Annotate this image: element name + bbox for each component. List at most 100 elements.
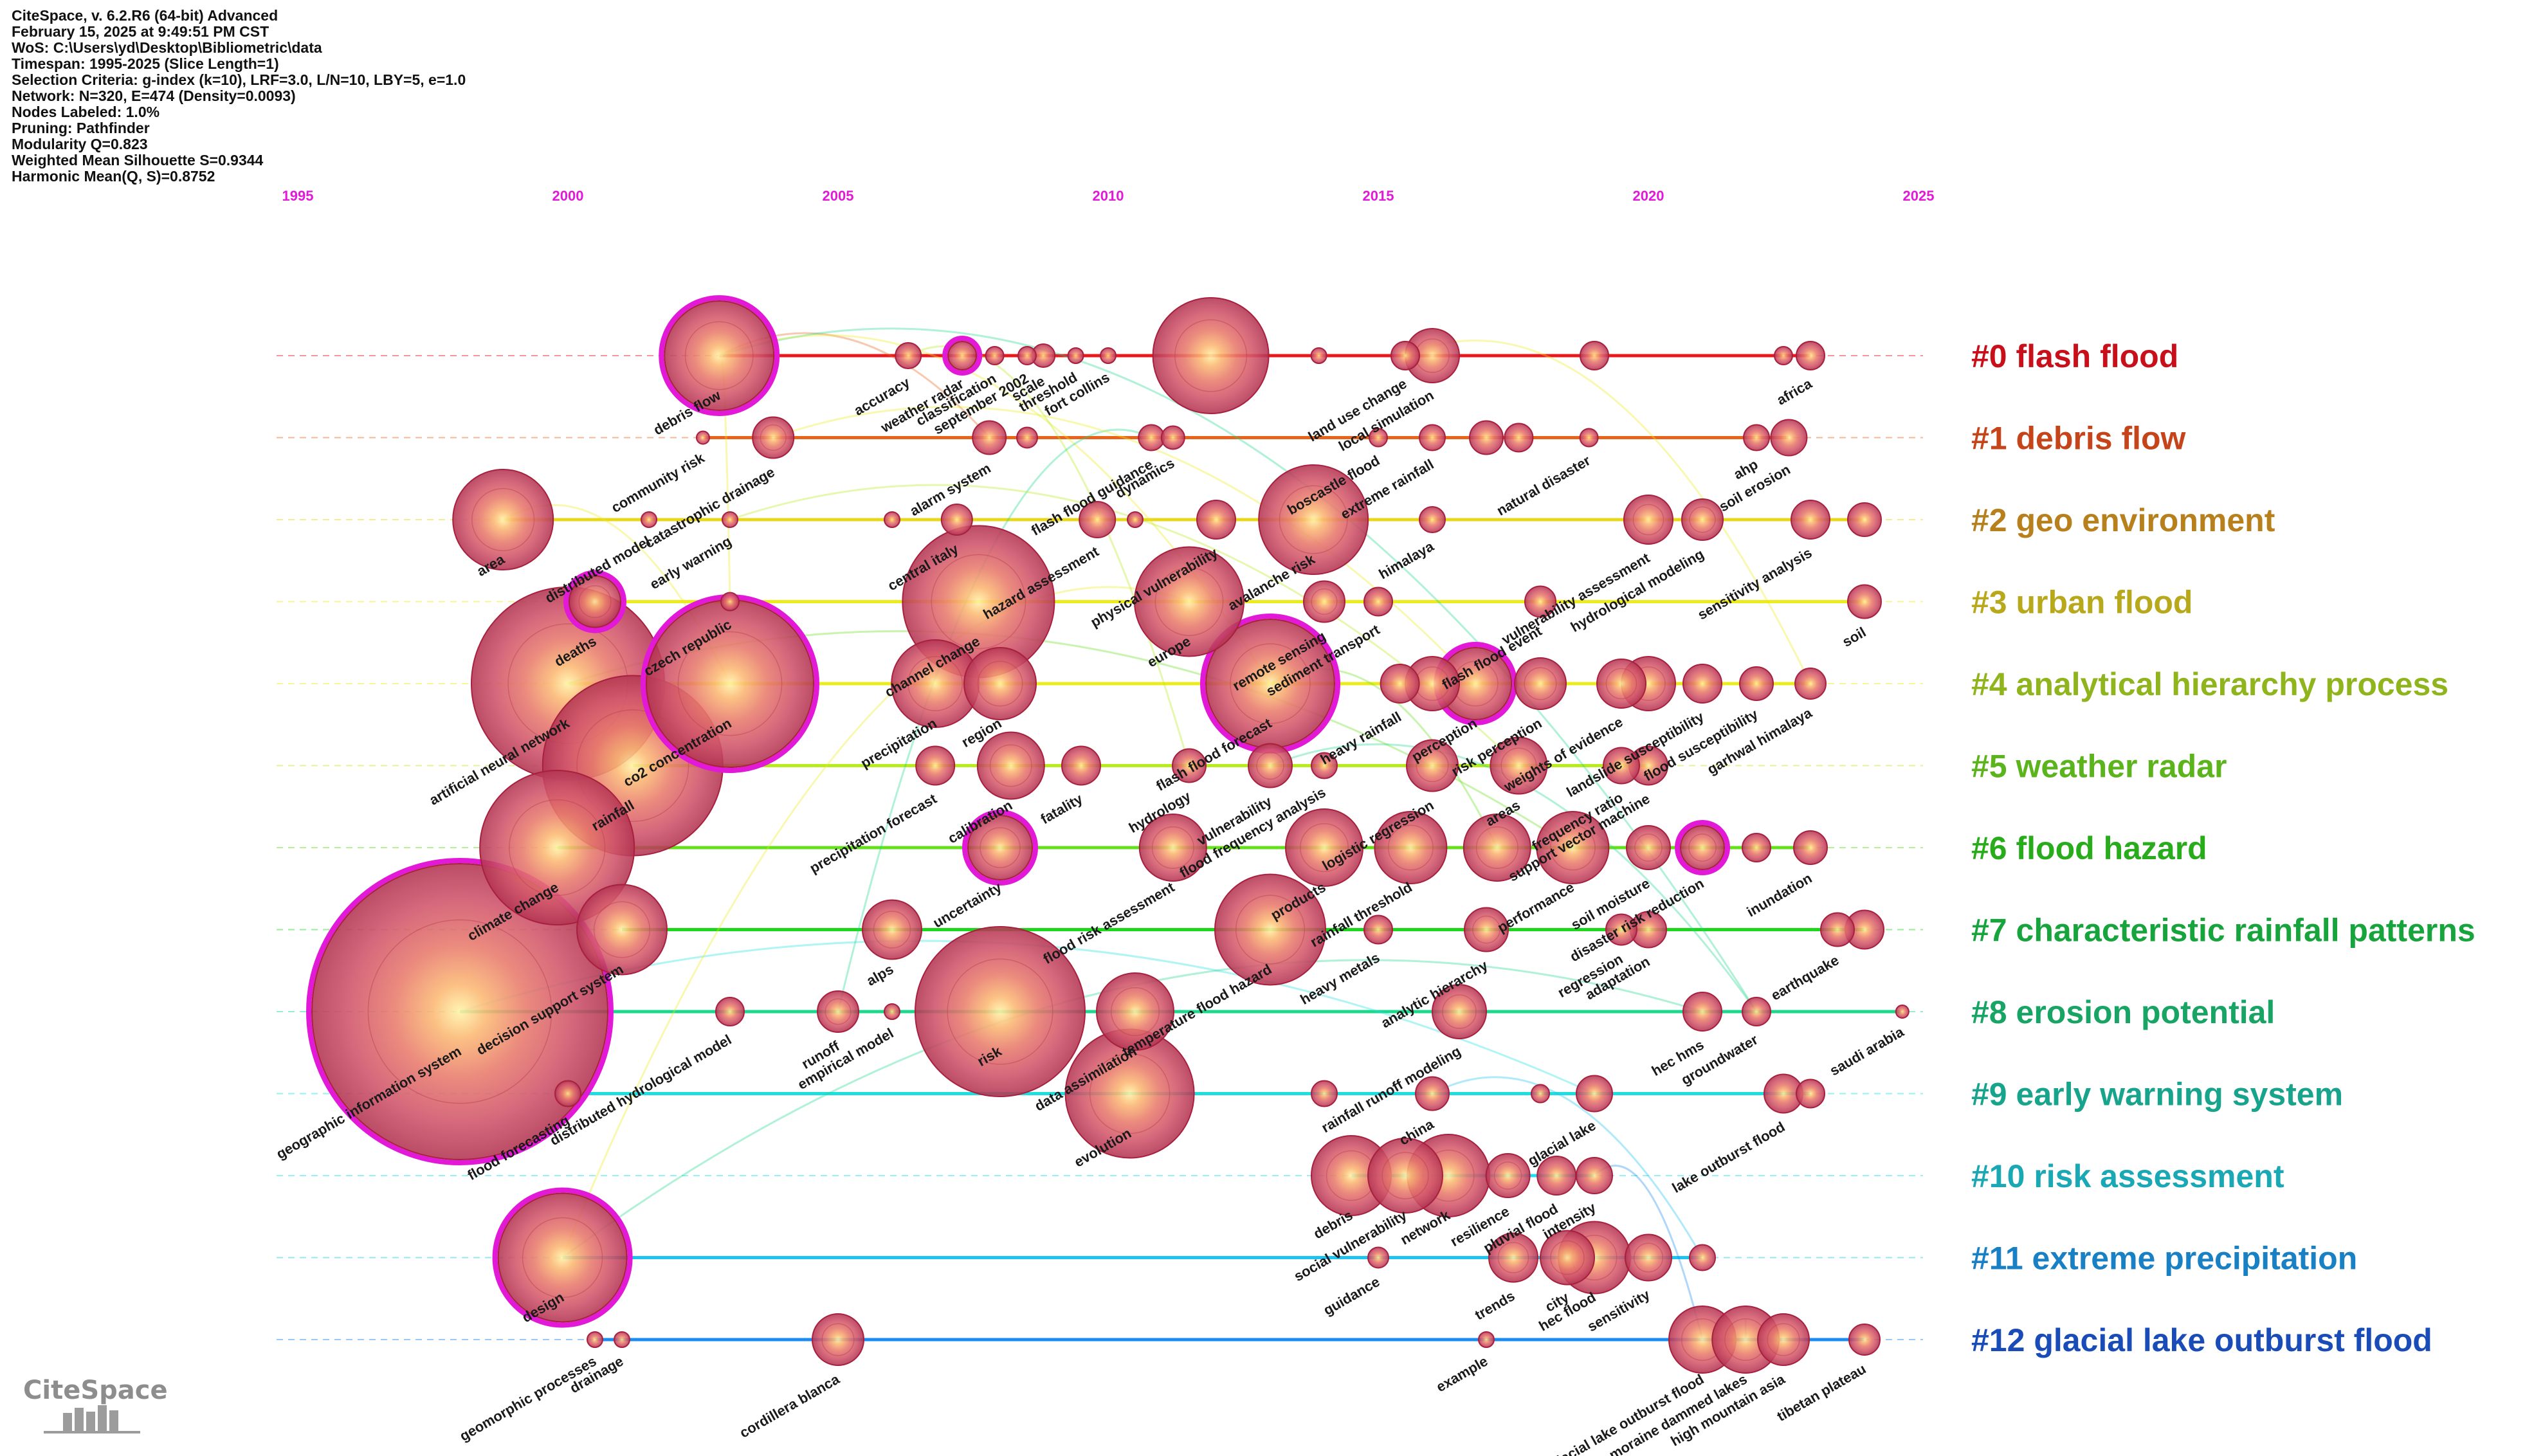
keyword-node[interactable] bbox=[972, 420, 1007, 455]
keyword-node[interactable] bbox=[1796, 1078, 1825, 1109]
keyword-node[interactable] bbox=[884, 1003, 900, 1020]
keyword-node[interactable] bbox=[587, 1331, 603, 1348]
cluster-label[interactable]: #0 flash flood bbox=[1971, 338, 2178, 374]
keyword-node[interactable] bbox=[1469, 420, 1504, 455]
keyword-node[interactable] bbox=[915, 745, 956, 786]
keyword-node[interactable] bbox=[1605, 913, 1637, 946]
keyword-node[interactable] bbox=[1248, 743, 1293, 788]
keyword-node[interactable] bbox=[1374, 811, 1448, 884]
keyword-node[interactable] bbox=[1796, 341, 1825, 370]
keyword-node[interactable] bbox=[1311, 1080, 1338, 1107]
keyword-node[interactable] bbox=[915, 926, 1086, 1097]
keyword-node[interactable] bbox=[569, 575, 621, 628]
keyword-node[interactable] bbox=[614, 1331, 630, 1348]
keyword-node[interactable] bbox=[1603, 747, 1640, 785]
keyword-node[interactable] bbox=[895, 342, 922, 369]
keyword-node[interactable] bbox=[696, 430, 710, 445]
keyword-node[interactable] bbox=[1793, 830, 1828, 865]
keyword-node[interactable] bbox=[1680, 825, 1725, 870]
keyword-node[interactable] bbox=[1847, 502, 1882, 537]
keyword-node[interactable] bbox=[1303, 580, 1345, 623]
keyword-node[interactable] bbox=[1390, 341, 1420, 370]
keyword-node[interactable] bbox=[1285, 808, 1363, 887]
keyword-node[interactable] bbox=[1138, 424, 1165, 451]
keyword-node[interactable] bbox=[1415, 1076, 1450, 1111]
keyword-node[interactable] bbox=[1258, 464, 1369, 575]
cluster-label[interactable]: #7 characteristic rainfall patterns bbox=[1971, 913, 2475, 949]
keyword-node[interactable] bbox=[1363, 915, 1393, 945]
keyword-node[interactable] bbox=[722, 511, 738, 528]
cluster-label[interactable]: #10 risk assessment bbox=[1971, 1158, 2284, 1194]
keyword-node[interactable] bbox=[1138, 814, 1207, 882]
keyword-node[interactable] bbox=[1540, 1230, 1595, 1286]
keyword-node[interactable] bbox=[1485, 1153, 1531, 1198]
cluster-label[interactable]: #3 urban flood bbox=[1971, 585, 2192, 621]
keyword-node[interactable] bbox=[1770, 419, 1808, 457]
keyword-node[interactable] bbox=[1016, 426, 1038, 449]
keyword-node[interactable] bbox=[715, 997, 745, 1026]
cluster-label[interactable]: #9 early warning system bbox=[1971, 1077, 2343, 1113]
keyword-node[interactable] bbox=[1580, 341, 1609, 370]
keyword-node[interactable] bbox=[1576, 1157, 1613, 1194]
keyword-node[interactable] bbox=[967, 815, 1033, 880]
keyword-node[interactable] bbox=[1743, 424, 1770, 451]
keyword-node[interactable] bbox=[1514, 657, 1567, 710]
keyword-node[interactable] bbox=[1490, 736, 1548, 795]
keyword-node[interactable] bbox=[1531, 1084, 1550, 1104]
keyword-node[interactable] bbox=[1311, 752, 1338, 779]
keyword-node[interactable] bbox=[1576, 1075, 1613, 1113]
cluster-label[interactable]: #5 weather radar bbox=[1971, 749, 2227, 785]
keyword-node[interactable] bbox=[664, 300, 775, 411]
keyword-node[interactable] bbox=[1196, 500, 1236, 540]
keyword-node[interactable] bbox=[1432, 984, 1487, 1039]
keyword-node[interactable] bbox=[1524, 585, 1556, 618]
keyword-node[interactable] bbox=[1160, 425, 1185, 450]
keyword-node[interactable] bbox=[1682, 664, 1722, 704]
keyword-node[interactable] bbox=[1369, 428, 1388, 448]
keyword-node[interactable] bbox=[1625, 1233, 1672, 1282]
keyword-node[interactable] bbox=[1757, 1313, 1810, 1366]
keyword-node[interactable] bbox=[1214, 873, 1326, 986]
keyword-node[interactable] bbox=[1488, 1232, 1538, 1283]
keyword-node[interactable] bbox=[1419, 506, 1446, 533]
keyword-node[interactable] bbox=[1739, 666, 1774, 701]
keyword-node[interactable] bbox=[985, 346, 1005, 365]
keyword-node[interactable] bbox=[1406, 739, 1459, 792]
keyword-node[interactable] bbox=[1681, 498, 1724, 541]
keyword-node[interactable] bbox=[479, 770, 635, 925]
keyword-node[interactable] bbox=[1463, 814, 1531, 882]
keyword-node[interactable] bbox=[752, 416, 795, 459]
keyword-node[interactable] bbox=[1067, 347, 1084, 364]
keyword-node[interactable] bbox=[1847, 584, 1882, 619]
cluster-label[interactable]: #4 analytical hierarchy process bbox=[1971, 666, 2448, 702]
keyword-node[interactable] bbox=[1367, 1246, 1389, 1269]
keyword-node[interactable] bbox=[1127, 511, 1144, 528]
keyword-node[interactable] bbox=[1820, 912, 1855, 947]
keyword-node[interactable] bbox=[1791, 500, 1830, 540]
keyword-node[interactable] bbox=[1464, 907, 1509, 952]
keyword-node[interactable] bbox=[1134, 546, 1244, 657]
keyword-node[interactable] bbox=[1794, 668, 1827, 700]
keyword-node[interactable] bbox=[1504, 423, 1534, 453]
keyword-node[interactable] bbox=[1367, 1138, 1443, 1214]
keyword-node[interactable] bbox=[1682, 992, 1722, 1032]
keyword-node[interactable] bbox=[452, 469, 554, 570]
keyword-node[interactable] bbox=[1363, 587, 1393, 617]
keyword-node[interactable] bbox=[1623, 495, 1673, 545]
keyword-node[interactable] bbox=[554, 1080, 581, 1107]
keyword-node[interactable] bbox=[812, 1313, 864, 1366]
cluster-label[interactable]: #11 extreme precipitation bbox=[1971, 1241, 2357, 1277]
keyword-node[interactable] bbox=[1380, 664, 1420, 704]
keyword-node[interactable] bbox=[1774, 346, 1793, 365]
keyword-node[interactable] bbox=[1895, 1005, 1910, 1019]
cluster-label[interactable]: #2 geo environment bbox=[1971, 502, 2275, 538]
keyword-node[interactable] bbox=[1419, 424, 1446, 451]
keyword-node[interactable] bbox=[1079, 501, 1117, 538]
keyword-node[interactable] bbox=[1742, 833, 1771, 862]
cluster-label[interactable]: #8 erosion potential bbox=[1971, 994, 2275, 1030]
keyword-node[interactable] bbox=[497, 1192, 628, 1323]
keyword-node[interactable] bbox=[1061, 745, 1101, 786]
keyword-node[interactable] bbox=[1096, 972, 1174, 1051]
keyword-node[interactable] bbox=[1689, 1244, 1716, 1271]
keyword-node[interactable] bbox=[940, 504, 973, 536]
